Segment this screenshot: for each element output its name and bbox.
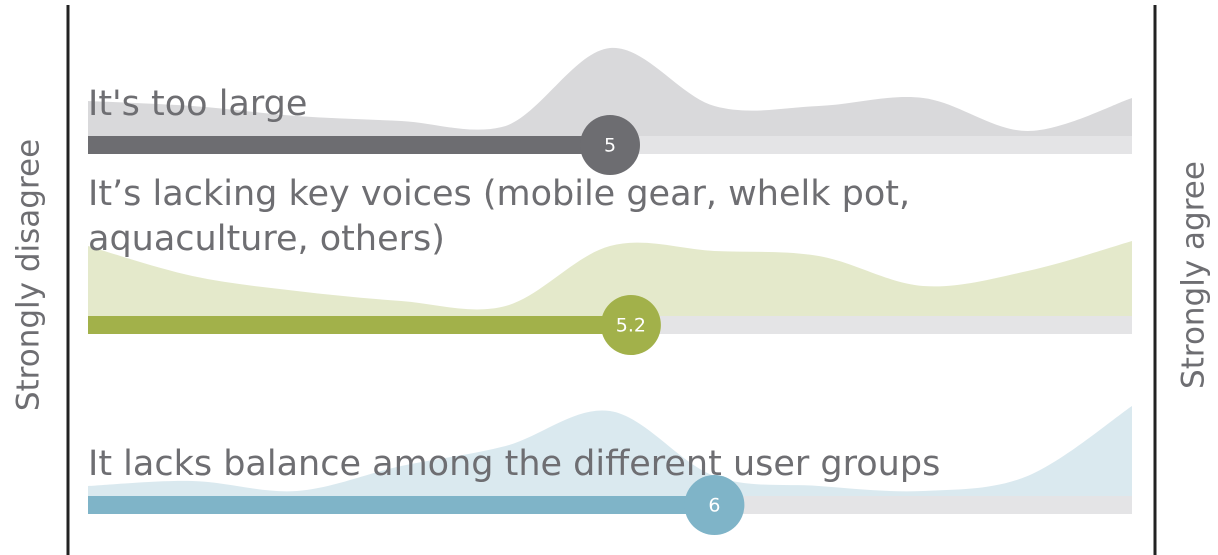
distribution-area [88, 241, 1132, 316]
statement-label: It lacks balance among the different use… [88, 444, 940, 484]
bar [88, 136, 610, 154]
distribution-area [88, 47, 1132, 136]
left-label: Strongly disagree [11, 139, 47, 411]
statement-label: It’s lacking key voices (mobile gear, wh… [88, 174, 910, 214]
statement-label: aquaculture, others) [88, 219, 445, 259]
value-marker [580, 115, 640, 175]
bar [88, 316, 631, 334]
value-label: 6 [708, 495, 720, 517]
value-marker [684, 475, 745, 535]
value-marker [600, 295, 661, 355]
value-label: 5 [604, 135, 616, 157]
bar [88, 496, 715, 514]
right-label: Strongly agree [1176, 161, 1212, 389]
statement-label: It's too large [88, 84, 307, 124]
distribution-area [88, 406, 1132, 496]
value-label: 5.2 [616, 315, 646, 337]
